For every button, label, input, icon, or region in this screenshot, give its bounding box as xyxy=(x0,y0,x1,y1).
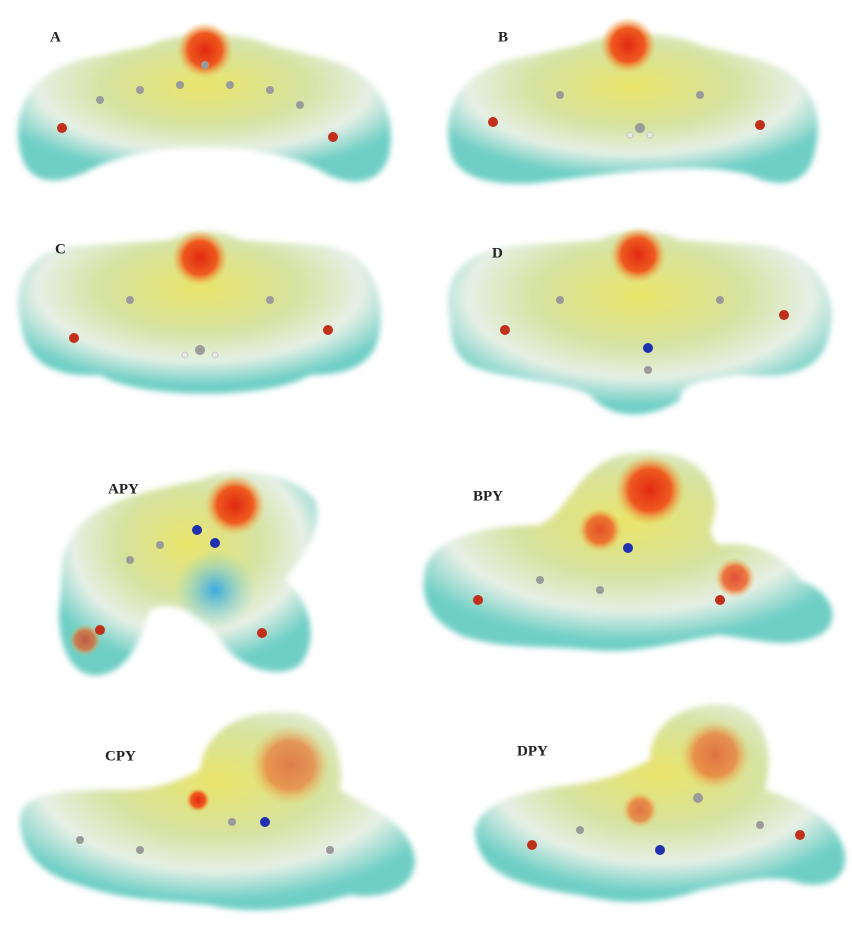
panel-label: DPY xyxy=(517,743,548,759)
panel-b: B xyxy=(448,17,818,184)
panel-label: D xyxy=(492,245,503,261)
panel-label: CPY xyxy=(105,748,136,764)
panel-apy: APY xyxy=(59,472,317,676)
figure: A B C D APY BPY xyxy=(0,0,852,925)
panel-d: D xyxy=(448,227,832,414)
panel-label: BPY xyxy=(473,488,503,504)
panel-label: A xyxy=(50,29,61,45)
panel-label: APY xyxy=(108,481,139,497)
panel-bpy: BPY xyxy=(424,452,833,651)
panel-dpy: DPY xyxy=(475,704,845,902)
panel-c: C xyxy=(18,230,381,394)
panel-a: A xyxy=(18,22,391,182)
panel-cpy: CPY xyxy=(20,712,415,910)
panel-label: C xyxy=(55,241,66,257)
panel-label: B xyxy=(498,29,508,45)
